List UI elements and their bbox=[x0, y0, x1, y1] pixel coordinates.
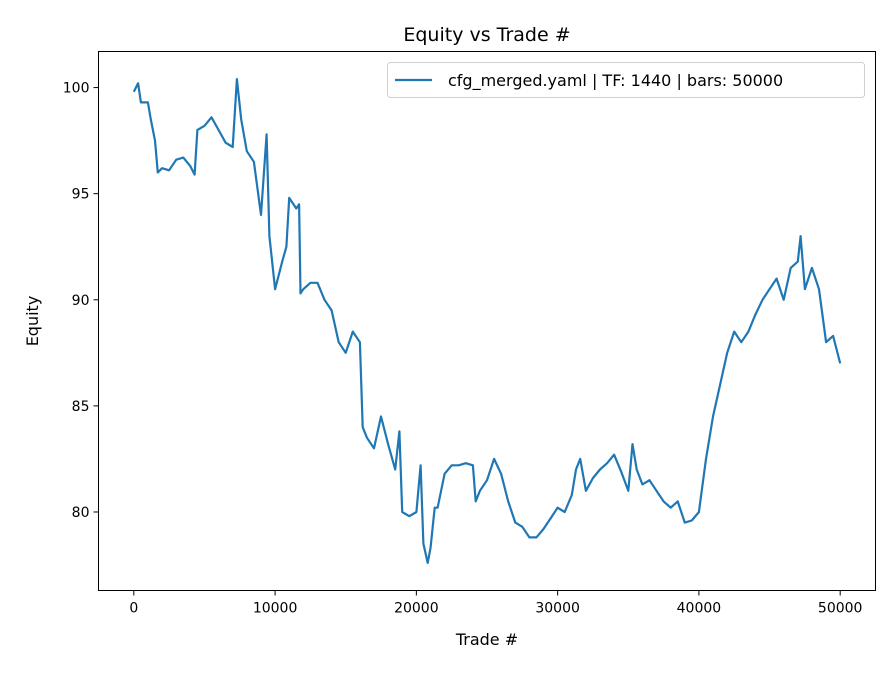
y-tick-label: 100 bbox=[63, 81, 90, 97]
y-tick-label: 85 bbox=[72, 399, 90, 415]
x-axis: 0 10000 20000 30000 40000 50000 bbox=[129, 590, 863, 617]
y-tick-label: 80 bbox=[72, 505, 90, 521]
axes-frame bbox=[98, 51, 876, 591]
x-tick-label: 10000 bbox=[253, 601, 298, 617]
legend-entry: cfg_merged.yaml | TF: 1440 | bars: 50000 bbox=[448, 71, 783, 91]
legend: cfg_merged.yaml | TF: 1440 | bars: 50000 bbox=[387, 62, 865, 98]
y-axis-label: Equity bbox=[23, 296, 42, 347]
x-tick-label: 30000 bbox=[535, 601, 580, 617]
x-tick-label: 0 bbox=[129, 601, 138, 617]
y-tick-label: 90 bbox=[72, 293, 90, 309]
y-tick-label: 95 bbox=[72, 187, 90, 203]
x-tick-label: 20000 bbox=[394, 601, 439, 617]
x-tick-label: 50000 bbox=[818, 601, 863, 617]
x-tick-label: 40000 bbox=[677, 601, 722, 617]
plot-area bbox=[132, 78, 842, 564]
chart-title: Equity vs Trade # bbox=[403, 24, 570, 46]
x-axis-label: Trade # bbox=[455, 630, 518, 649]
series-line bbox=[132, 78, 842, 564]
y-axis: 80 85 90 95 100 bbox=[63, 81, 99, 521]
legend-box bbox=[387, 62, 865, 98]
